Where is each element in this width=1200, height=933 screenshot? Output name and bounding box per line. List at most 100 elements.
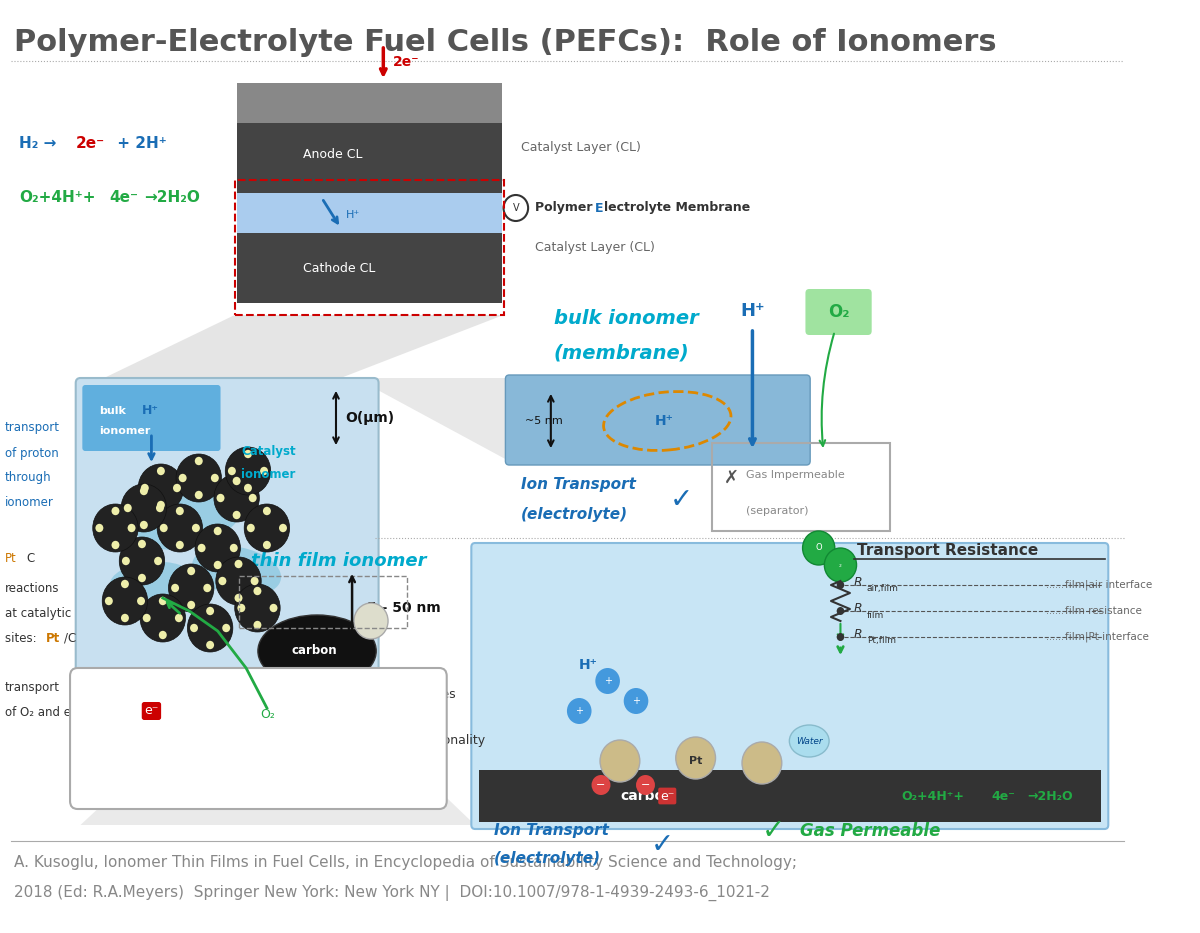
Text: Catalyst Layer (CL): Catalyst Layer (CL) <box>535 242 655 255</box>
Circle shape <box>192 523 200 532</box>
Bar <box>236 123 502 193</box>
Text: (membrane): (membrane) <box>553 343 689 363</box>
Bar <box>235 180 504 315</box>
Circle shape <box>214 561 222 569</box>
Circle shape <box>187 604 233 652</box>
Circle shape <box>96 523 103 532</box>
Circle shape <box>270 604 277 612</box>
Text: ₂: ₂ <box>839 562 842 568</box>
Text: film|air interface: film|air interface <box>1064 579 1152 591</box>
Text: +: + <box>632 696 640 706</box>
Ellipse shape <box>258 615 377 687</box>
Text: (separator): (separator) <box>746 506 809 516</box>
Text: film: film <box>866 610 884 620</box>
Circle shape <box>138 574 146 582</box>
Text: e⁻: e⁻ <box>144 704 158 717</box>
Circle shape <box>206 606 214 615</box>
Text: A. Kusoglu, Ionomer Thin Films in Fuel Cells, in Encyclopedia of Sustainability : A. Kusoglu, Ionomer Thin Films in Fuel C… <box>14 855 797 870</box>
Circle shape <box>140 594 186 642</box>
Text: /C: /C <box>65 632 77 645</box>
Text: transport: transport <box>5 681 60 694</box>
Circle shape <box>140 487 148 495</box>
Bar <box>712 443 889 531</box>
Circle shape <box>244 484 252 493</box>
Circle shape <box>194 524 240 572</box>
Circle shape <box>742 742 781 784</box>
Circle shape <box>253 620 262 629</box>
Circle shape <box>247 523 254 532</box>
Text: control its local structure and: control its local structure and <box>92 734 281 747</box>
Text: ......: ...... <box>1046 606 1064 616</box>
Circle shape <box>140 521 148 529</box>
Circle shape <box>157 501 164 509</box>
Circle shape <box>228 466 236 475</box>
Circle shape <box>160 523 168 532</box>
Text: ionomer: ionomer <box>241 468 295 481</box>
Text: R: R <box>853 577 863 590</box>
Text: 4e⁻: 4e⁻ <box>109 190 138 205</box>
Polygon shape <box>104 315 504 378</box>
Text: −: − <box>596 780 606 790</box>
Circle shape <box>238 604 245 612</box>
Text: Pt: Pt <box>5 551 17 564</box>
Text: thin film ionomer: thin film ionomer <box>251 552 426 570</box>
Circle shape <box>214 527 222 536</box>
Circle shape <box>230 544 238 552</box>
Text: ✓: ✓ <box>670 486 694 514</box>
Text: R: R <box>853 603 863 616</box>
Text: ionomer: ionomer <box>100 426 151 436</box>
Text: + 2H⁺: + 2H⁺ <box>112 135 167 150</box>
Text: carbon: carbon <box>620 789 674 803</box>
Circle shape <box>102 577 148 625</box>
Text: O₂+4H⁺+: O₂+4H⁺+ <box>901 789 964 802</box>
Text: of proton: of proton <box>5 447 59 459</box>
Text: air,film: air,film <box>866 584 899 593</box>
Circle shape <box>592 775 611 795</box>
Circle shape <box>636 775 655 795</box>
Text: interaction: interaction <box>184 711 260 724</box>
Text: +: + <box>604 676 612 686</box>
Text: e⁻: e⁻ <box>660 789 674 802</box>
Circle shape <box>836 633 845 641</box>
Text: 2018 (Ed: R.A.Meyers)  Springer New York: New York NY |  DOI:10.1007/978-1-4939-: 2018 (Ed: R.A.Meyers) Springer New York:… <box>14 885 770 901</box>
Text: with the active: with the active <box>268 711 370 724</box>
Text: 2e⁻: 2e⁻ <box>76 135 104 150</box>
Circle shape <box>156 504 164 512</box>
Text: ✓: ✓ <box>652 831 674 859</box>
Circle shape <box>176 454 222 502</box>
Text: ......: ...... <box>1046 632 1064 642</box>
Circle shape <box>187 601 196 609</box>
Text: 5 - 50 nm: 5 - 50 nm <box>367 601 440 615</box>
Circle shape <box>803 531 835 565</box>
Text: transport: transport <box>5 422 60 435</box>
Text: sites:: sites: <box>5 632 40 645</box>
FancyBboxPatch shape <box>76 378 378 733</box>
Circle shape <box>173 484 181 493</box>
Circle shape <box>244 450 252 458</box>
Text: ionomer: ionomer <box>5 496 54 509</box>
Text: →2H₂O: →2H₂O <box>144 190 199 205</box>
Circle shape <box>251 577 258 585</box>
Text: transport: transport <box>320 734 386 747</box>
Circle shape <box>676 737 715 779</box>
Text: along with its: along with its <box>92 711 181 724</box>
Bar <box>236 233 502 303</box>
Text: E: E <box>594 202 602 215</box>
Circle shape <box>235 584 280 632</box>
Circle shape <box>92 504 138 552</box>
Text: through: through <box>5 471 52 484</box>
Circle shape <box>127 523 136 532</box>
Circle shape <box>154 557 162 565</box>
Circle shape <box>158 597 167 606</box>
Text: bulk: bulk <box>100 406 126 416</box>
Circle shape <box>234 593 242 602</box>
Text: −: − <box>641 780 650 790</box>
Circle shape <box>158 631 167 639</box>
Text: Polymer: Polymer <box>535 202 596 215</box>
Circle shape <box>624 688 648 714</box>
Text: Cathode CL: Cathode CL <box>302 261 376 274</box>
Bar <box>236 193 502 233</box>
Circle shape <box>176 507 184 515</box>
Text: ......: ...... <box>1046 580 1064 590</box>
Circle shape <box>600 740 640 782</box>
